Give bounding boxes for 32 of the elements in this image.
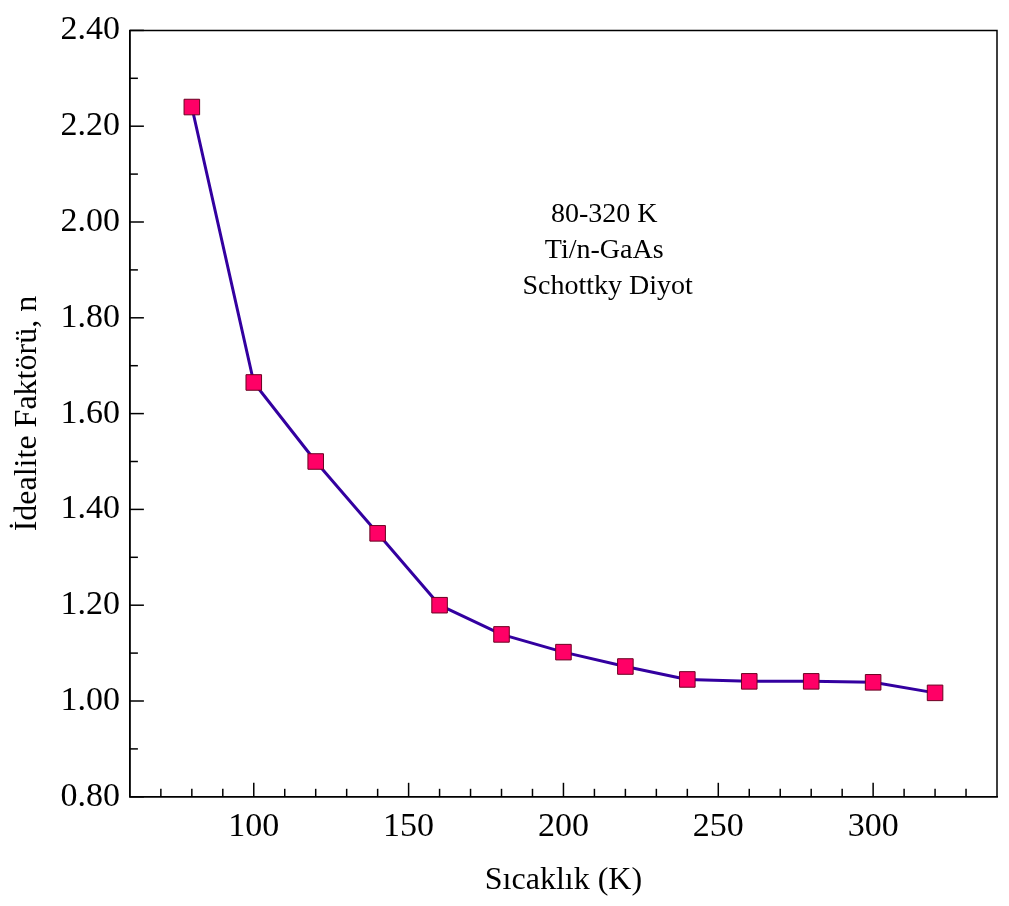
x-tick-label: 150 (383, 806, 435, 844)
point (555, 643, 572, 661)
point (183, 98, 201, 116)
y-axis-title: İdealite Faktörü, n (6, 295, 43, 532)
x-tick-label: 250 (692, 806, 744, 844)
y-tick-label: 2.40 (60, 9, 120, 47)
y-tick-label: 1.20 (60, 584, 120, 622)
x-tick-label: 300 (847, 806, 899, 844)
point (493, 626, 510, 643)
x-tick-label: 100 (228, 806, 280, 844)
point (864, 674, 882, 691)
annotation: Schottky Diyot (515, 268, 694, 300)
annotation: 80-320 K (550, 196, 658, 228)
point (740, 673, 758, 690)
y-tick-label: 2.00 (60, 200, 120, 238)
point (926, 684, 944, 702)
point (617, 658, 634, 675)
y-tick-label: 0.80 (60, 775, 120, 813)
y-tick-label: 2.20 (60, 105, 120, 143)
point (431, 596, 448, 614)
point (307, 453, 324, 470)
x-tick-label: 200 (537, 806, 589, 844)
y-tick-label: 1.80 (60, 296, 120, 334)
annotation: Ti/n-GaAs (544, 232, 664, 264)
y-tick-label: 1.60 (60, 392, 120, 430)
x-axis-title: Sıcaklık (K) (484, 860, 643, 897)
y-tick-label: 1.40 (60, 488, 120, 526)
y-tick-label: 1.00 (60, 679, 120, 717)
point (369, 525, 386, 542)
point (802, 673, 820, 690)
point (245, 374, 263, 391)
point (679, 671, 696, 688)
